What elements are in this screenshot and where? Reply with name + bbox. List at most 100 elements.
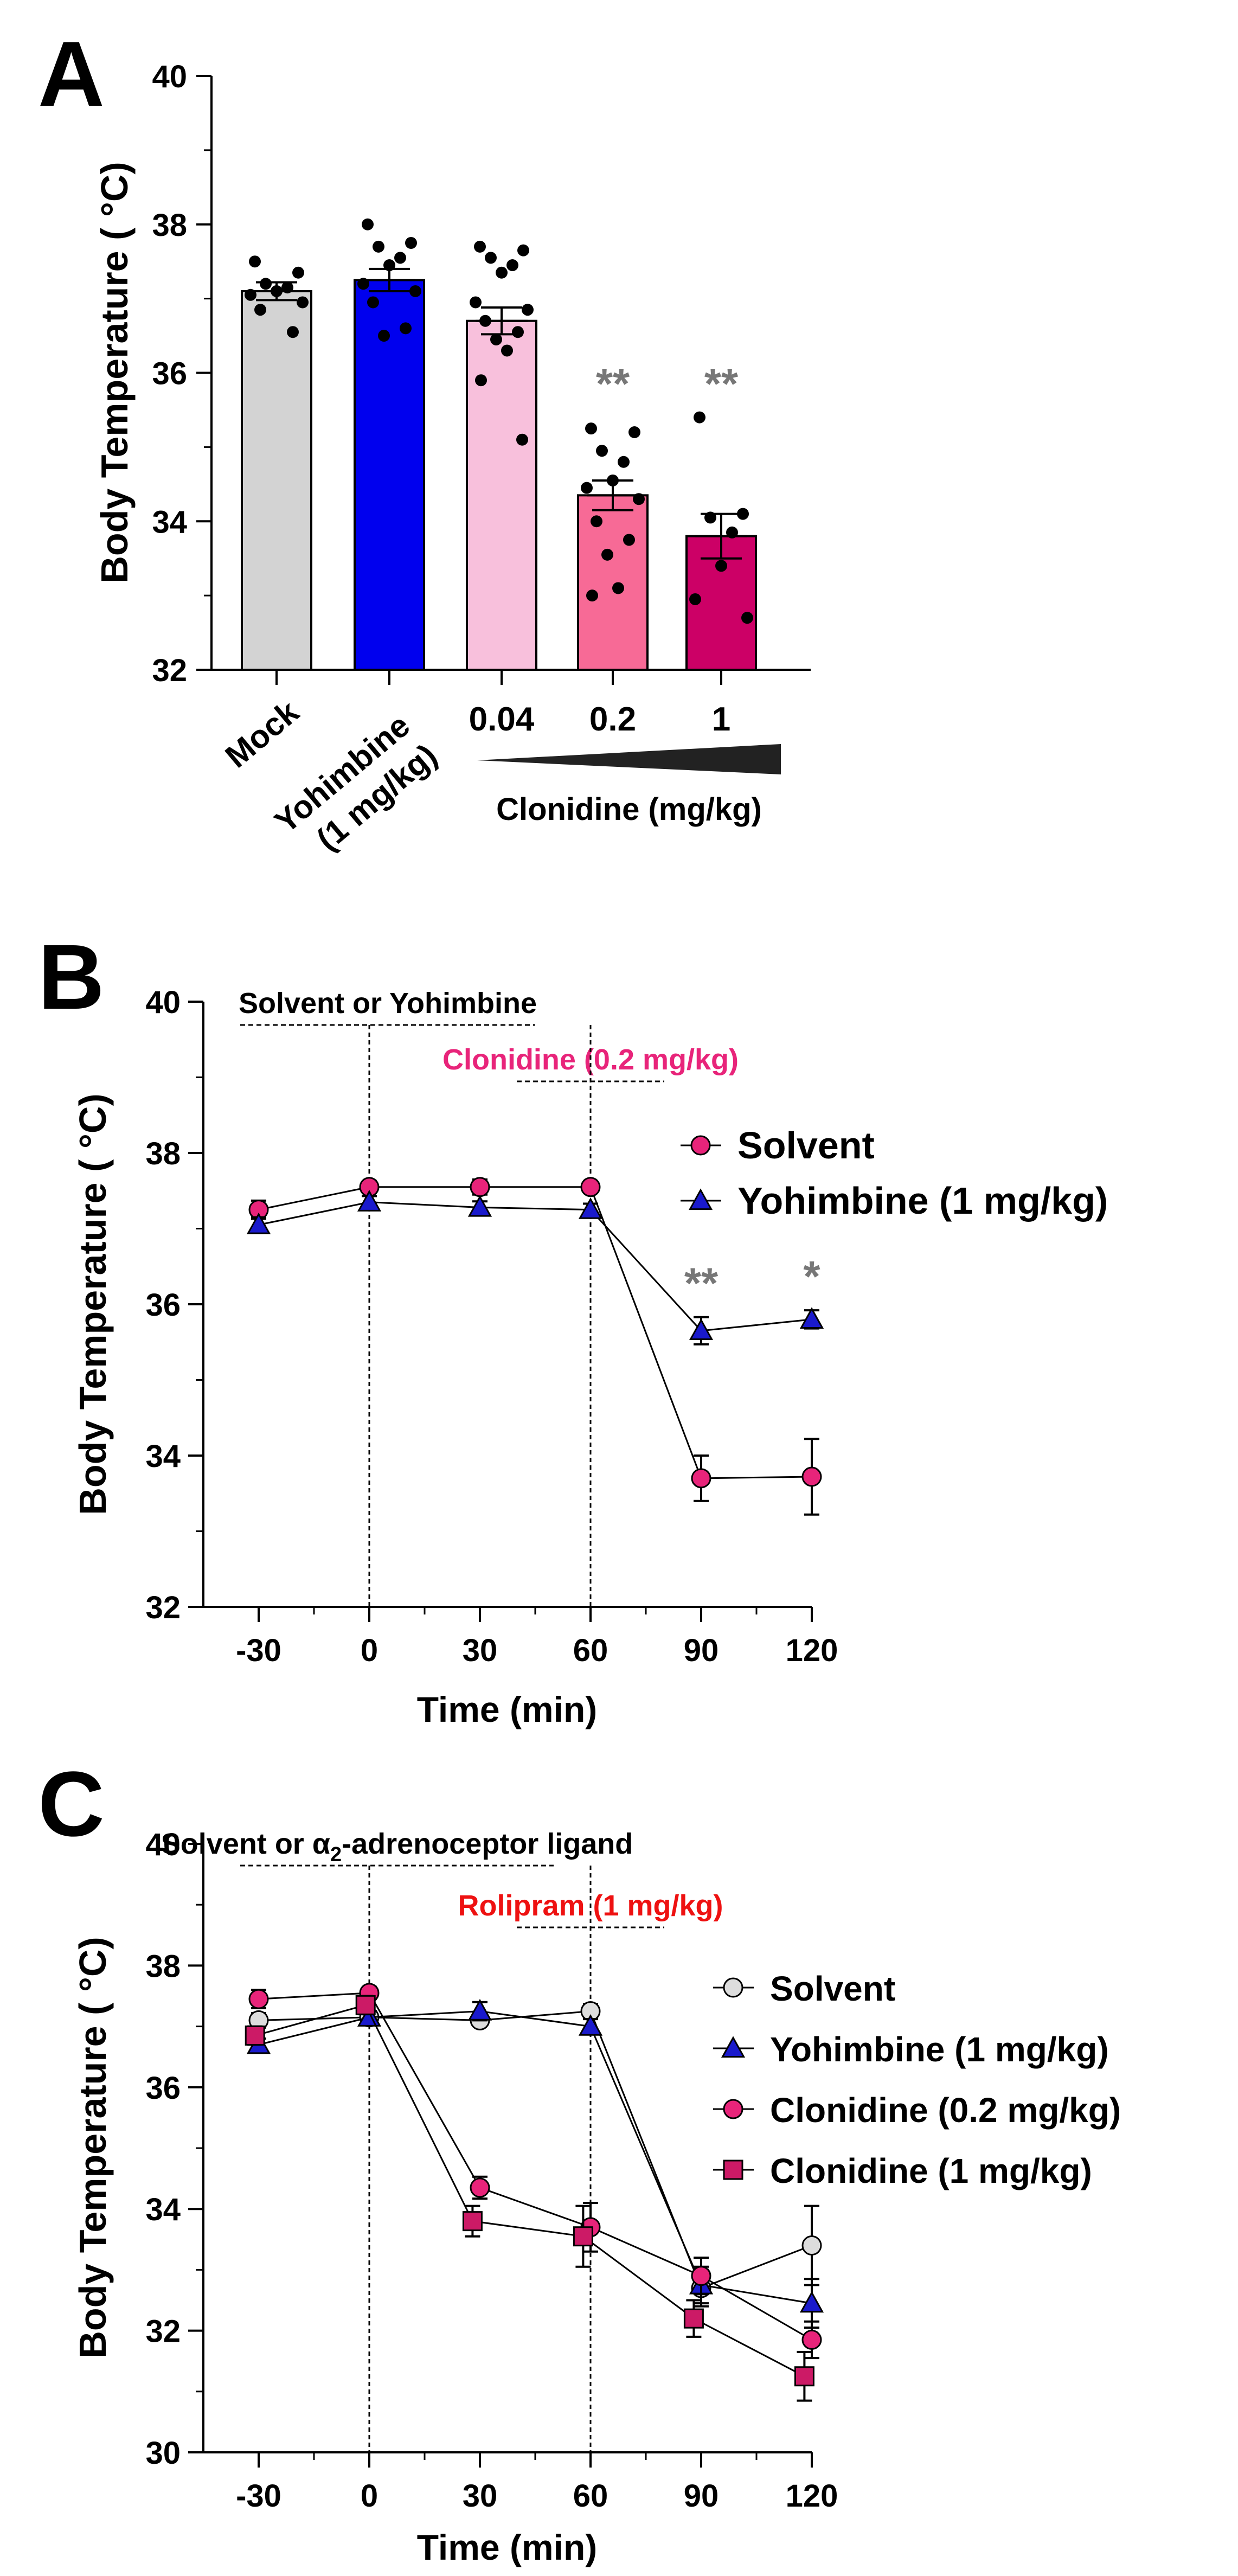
- panel-c-x-label: Time (min): [417, 2527, 597, 2567]
- y-tick-label: 34: [145, 1439, 181, 1474]
- data-point: [585, 422, 597, 435]
- data-point: [362, 218, 374, 230]
- marker-circle: [691, 2266, 711, 2286]
- data-point: [586, 589, 598, 602]
- marker-circle: [723, 1977, 743, 1998]
- bar: [241, 290, 312, 671]
- x-tick-label: 0: [361, 1633, 378, 1668]
- data-point: [367, 296, 379, 309]
- significance-marker: **: [684, 1259, 719, 1308]
- data-point: [400, 322, 412, 335]
- category-label: 0.04: [469, 701, 535, 738]
- y-tick-label: 34: [152, 504, 187, 540]
- data-point: [373, 240, 384, 253]
- marker-square: [794, 2366, 814, 2387]
- y-tick-label: 36: [145, 1287, 181, 1323]
- series-line: [258, 1201, 812, 1332]
- y-tick-label: 40: [145, 1827, 181, 1862]
- data-point: [512, 326, 524, 338]
- series-line: [254, 2004, 805, 2378]
- treatment-annotation: Solvent or Yohimbine: [239, 987, 537, 1020]
- bar: [577, 494, 649, 671]
- data-point: [485, 252, 497, 264]
- marker-square: [723, 2160, 743, 2180]
- data-point: [623, 534, 635, 546]
- data-point: [501, 344, 513, 357]
- legend-label: Solvent: [737, 1124, 875, 1167]
- x-tick-label: 120: [786, 1633, 838, 1668]
- y-tick-label: 36: [152, 356, 187, 392]
- clonidine-dose-wedge: [477, 744, 781, 774]
- category-label: Mock: [219, 693, 306, 774]
- x-tick-label: 90: [684, 1633, 719, 1668]
- marker-circle: [691, 1468, 711, 1489]
- bar: [466, 319, 537, 671]
- data-point: [517, 244, 529, 257]
- data-point: [297, 296, 309, 309]
- x-tick-label: -30: [236, 1633, 281, 1668]
- marker-triangle: [357, 1190, 382, 1212]
- legend-label: Yohimbine (1 mg/kg): [770, 2030, 1109, 2069]
- data-point: [618, 456, 630, 468]
- data-point: [378, 330, 390, 342]
- y-tick-label: 40: [152, 59, 187, 94]
- data-point: [506, 259, 518, 272]
- series-line: [258, 1186, 812, 1479]
- panel-b-x-label: Time (min): [417, 1689, 597, 1729]
- data-point: [596, 445, 608, 457]
- data-point: [490, 333, 502, 345]
- panel-b-y-label: Body Temperature ( °C): [72, 1093, 114, 1515]
- marker-circle: [470, 1177, 490, 1197]
- panel-c-letter: C: [38, 1753, 105, 1856]
- data-point: [405, 236, 417, 249]
- x-tick-label: 90: [684, 2478, 719, 2514]
- data-point: [601, 548, 613, 561]
- data-point: [475, 374, 487, 387]
- marker-triangle: [799, 1307, 824, 1329]
- data-point: [260, 278, 272, 290]
- panel-b-letter: B: [38, 926, 105, 1029]
- marker-triangle: [799, 2291, 824, 2313]
- data-point: [689, 593, 701, 605]
- legend-label: Clonidine (0.2 mg/kg): [770, 2091, 1121, 2130]
- data-point: [591, 515, 602, 528]
- marker-triangle: [246, 1212, 271, 1234]
- panel-c: Solvent or α2-adrenoceptor ligandRolipra…: [72, 1827, 1121, 2567]
- y-tick-label: 34: [145, 2192, 181, 2227]
- marker-triangle: [721, 2036, 746, 2058]
- series-line: [258, 1992, 812, 2341]
- data-point: [254, 304, 266, 316]
- marker-square: [683, 2308, 704, 2329]
- x-tick-label: 30: [463, 2478, 498, 2514]
- panel-a-y-label: Body Temperature ( °C): [93, 162, 136, 583]
- x-tick-label: 30: [463, 1633, 498, 1668]
- series-line: [258, 2010, 812, 2289]
- marker-circle: [801, 2329, 822, 2350]
- y-tick-label: 40: [145, 985, 181, 1020]
- data-point: [292, 266, 304, 279]
- marker-circle: [801, 2235, 822, 2256]
- data-point: [612, 582, 624, 594]
- y-tick-label: 32: [145, 1590, 181, 1625]
- data-point: [496, 266, 508, 279]
- category-label: 1: [712, 701, 730, 738]
- x-tick-label: 60: [573, 2478, 608, 2514]
- marker-triangle: [578, 2014, 603, 2036]
- bar: [354, 279, 425, 671]
- marker-square: [355, 1995, 376, 2015]
- data-point: [628, 426, 640, 438]
- panel-a-letter: A: [38, 23, 105, 126]
- y-tick-label: 30: [145, 2436, 181, 2471]
- y-tick-label: 32: [145, 2314, 181, 2349]
- data-point: [249, 255, 261, 268]
- marker-triangle: [689, 1318, 714, 1340]
- y-tick-label: 38: [152, 208, 187, 243]
- data-point: [741, 612, 753, 624]
- marker-triangle: [578, 1197, 603, 1219]
- data-point: [409, 285, 421, 297]
- x-tick-label: 120: [786, 2478, 838, 2514]
- significance-marker: *: [803, 1252, 820, 1300]
- marker-square: [573, 2226, 593, 2247]
